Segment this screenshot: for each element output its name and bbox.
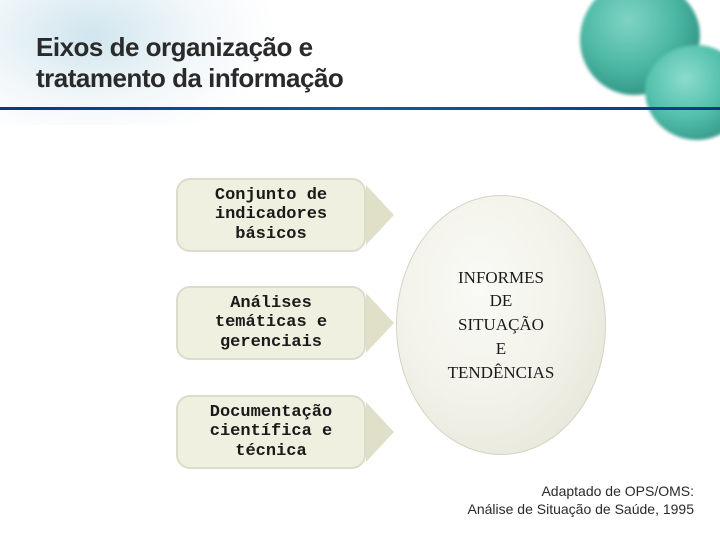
arrow-icon [366,402,394,462]
citation: Adaptado de OPS/OMS:Análise de Situação … [467,482,694,518]
page-title: Eixos de organização etratamento da info… [36,32,343,94]
arrow-icon [366,185,394,245]
ellipse-informes: INFORMESDESITUAÇÃOETENDÊNCIAS [396,195,606,455]
decorative-blob [520,0,720,130]
box-analises: Análisestemáticas egerenciais [176,286,366,360]
box-documentacao: Documentaçãocientífica etécnica [176,395,366,469]
arrow-icon [366,293,394,353]
header-divider [0,107,720,110]
box-indicadores: Conjunto deindicadoresbásicos [176,178,366,252]
